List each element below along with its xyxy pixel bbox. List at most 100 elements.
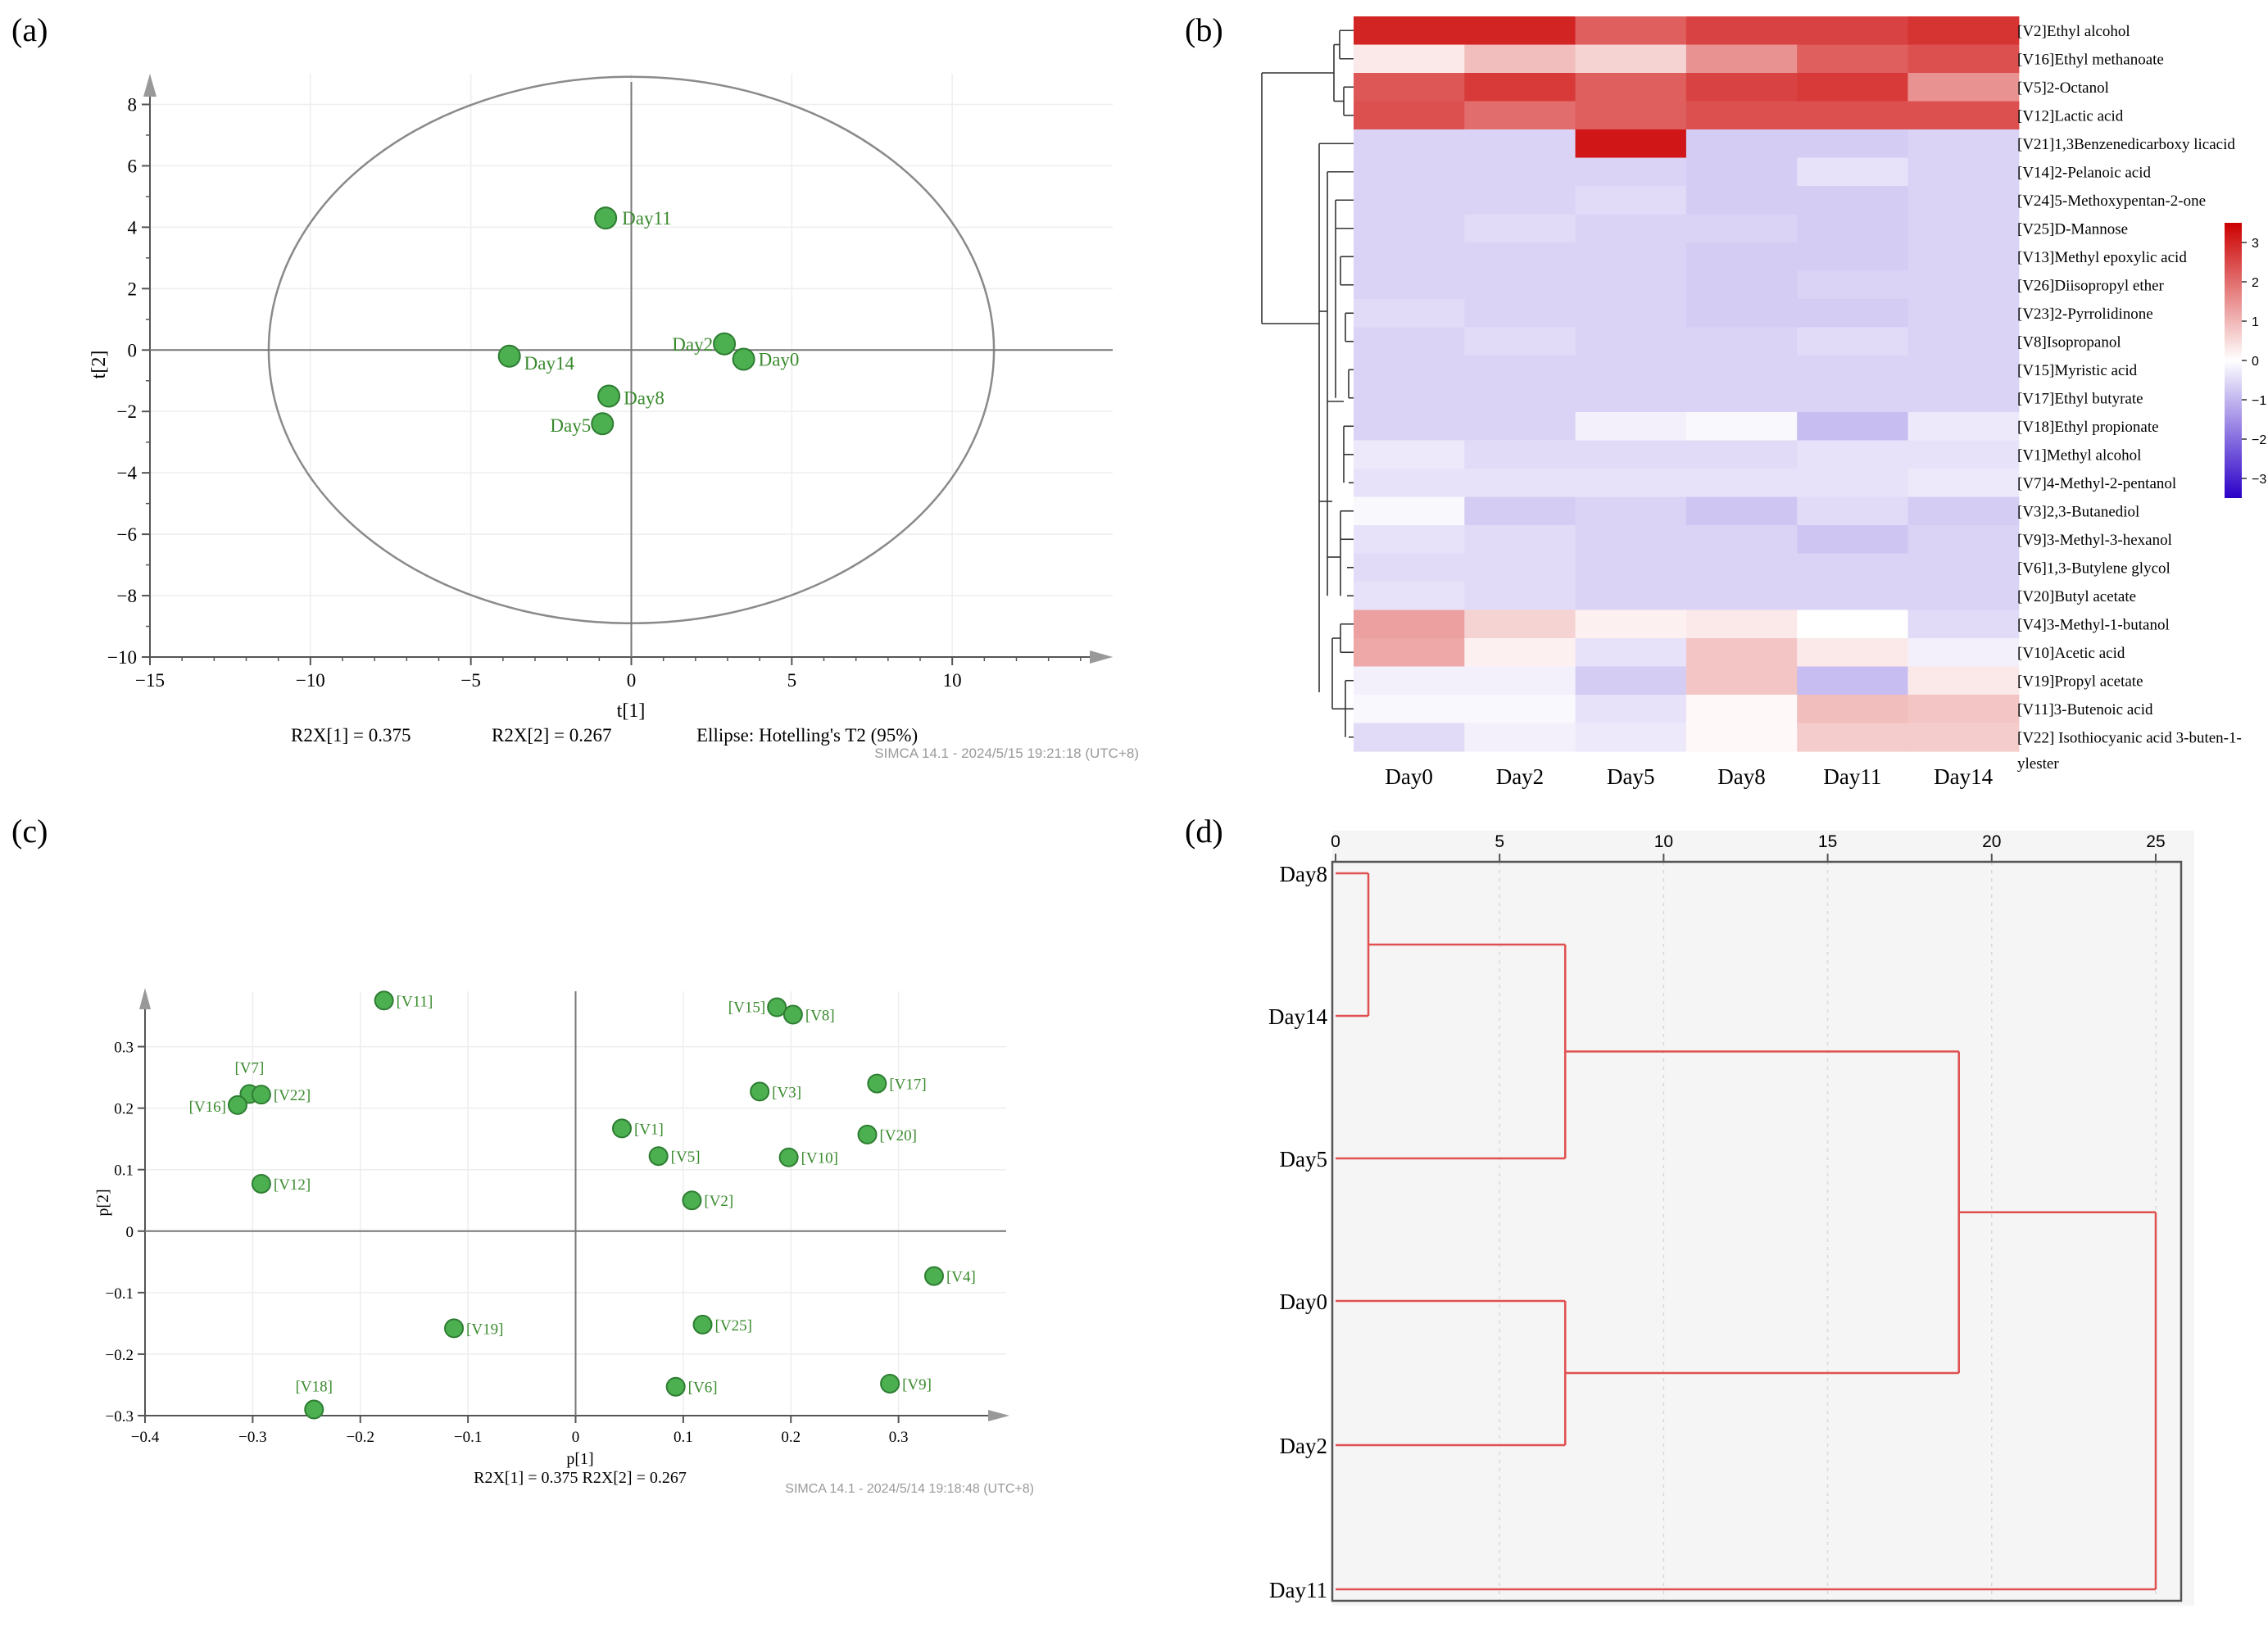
panel-d-tick-label: 25 <box>2146 832 2165 851</box>
panel-letter-c: (c) <box>11 813 48 850</box>
heatmap-cell <box>1464 16 1576 46</box>
heatmap-cell <box>1797 723 1909 752</box>
heatmap-cell <box>1797 44 1909 74</box>
heatmap-cells <box>1354 16 2020 752</box>
heatmap-cell <box>1797 666 1909 696</box>
heatmap-cell <box>1464 638 1576 668</box>
heatmap-cell <box>1797 610 1909 639</box>
heatmap-cell <box>1464 723 1576 752</box>
panel-d-tick-label: 15 <box>1818 832 1837 851</box>
color-scale-tick-label: −1 <box>2252 394 2266 408</box>
heatmap-cell <box>1797 242 1909 272</box>
heatmap-cell <box>1575 299 1687 329</box>
heatmap-cell <box>1354 214 1465 243</box>
heatmap-cell <box>1575 16 1687 46</box>
panel-a-points: Day11 Day2 Day0 Day14 Day8 Day5 <box>497 206 799 436</box>
heatmap-column-label: Day11 <box>1823 764 1881 789</box>
heatmap-column-labels: Day0 Day2 Day5 Day8 Day11 Day14 <box>1385 764 1993 789</box>
loading-point-label: [V7] <box>234 1059 264 1076</box>
panel-a-ytick-label: 2 <box>128 279 138 299</box>
heatmap-row-label: [V13]Methyl epoxylic acid <box>2017 249 2187 266</box>
loading-point-v20 <box>857 1124 878 1144</box>
loading-point-v5 <box>648 1146 669 1167</box>
heatmap-row-label: [V18]Ethyl propionate <box>2017 419 2159 436</box>
color-scale-tick-label: 1 <box>2252 315 2259 329</box>
heatmap-row-labels: [V2]Ethyl alcohol [V16]Ethyl methanoate [V… <box>2017 23 2242 747</box>
panel-letter-b: (b) <box>1185 11 1223 48</box>
heatmap-cell <box>1907 186 2020 215</box>
heatmap-cell <box>1907 242 2020 272</box>
loading-point-v4 <box>923 1266 944 1286</box>
panel-a-xtick-label: 10 <box>943 670 962 691</box>
leaf-label-day2: Day2 <box>1280 1434 1327 1458</box>
heatmap-cell <box>1464 157 1576 187</box>
loading-point-v2 <box>682 1190 702 1211</box>
panel-c-y-arrow <box>139 988 151 1009</box>
loading-point-label: [V3] <box>772 1084 801 1101</box>
heatmap-cell <box>1464 186 1576 215</box>
heatmap-row-label: [V6]1,3-Butylene glycol <box>2017 560 2170 578</box>
heatmap-cell <box>1907 157 2020 187</box>
heatmap-cell <box>1464 327 1576 356</box>
color-scale-tick-label: 3 <box>2252 237 2259 251</box>
heatmap-row-label: [V20]Butyl acetate <box>2017 588 2136 605</box>
heatmap-column-label: Day5 <box>1607 764 1654 789</box>
loading-point-v19 <box>444 1318 465 1339</box>
score-point-day5 <box>591 412 615 436</box>
heatmap-column-label: Day0 <box>1385 764 1432 789</box>
heatmap-row-label: [V4]3-Methyl-1-butanol <box>2017 617 2170 634</box>
heatmap-cell <box>1354 496 1465 526</box>
loading-point-label: [V6] <box>688 1380 718 1397</box>
heatmap-cell <box>1575 129 1687 159</box>
heatmap-cell <box>1354 695 1465 724</box>
heatmap-row-label: [V16]Ethyl methanoate <box>2017 52 2164 69</box>
heatmap-cell <box>1907 723 2020 752</box>
heatmap-cell <box>1685 695 1798 724</box>
heatmap-cell <box>1797 638 1909 668</box>
heatmap-cell <box>1575 101 1687 130</box>
heatmap-cell <box>1354 186 1465 215</box>
score-point-label: Day2 <box>672 334 713 355</box>
score-point-label: Day5 <box>550 415 591 436</box>
leaf-label-day8: Day8 <box>1280 862 1327 886</box>
heatmap-cell <box>1907 356 2020 385</box>
loading-point-label: [V10] <box>801 1150 838 1167</box>
heatmap-cell <box>1685 73 1798 102</box>
panel-c-simca-stamp: SIMCA 14.1 - 2024/5/14 19:18:48 (UTC+8) <box>785 1482 1034 1496</box>
heatmap-cell <box>1797 157 1909 187</box>
heatmap-cell <box>1575 440 1687 469</box>
panel-d-tick-label: 20 <box>1982 832 2001 851</box>
loading-point-v18 <box>304 1399 324 1420</box>
heatmap-row-label: [V26]Diisopropyl ether <box>2017 278 2165 295</box>
heatmap-row-label-continuation: ylester <box>2017 755 2059 773</box>
heatmap-cell <box>1797 186 1909 215</box>
heatmap-cell <box>1907 412 2020 442</box>
panel-a-ytick-label: −2 <box>117 401 137 422</box>
heatmap-cell <box>1354 666 1465 696</box>
loading-point-label: [V8] <box>805 1008 835 1025</box>
panel-a-x-arrow <box>1090 650 1113 664</box>
panel-d-frame <box>1331 860 2183 1602</box>
panel-d-tick-label: 0 <box>1331 832 1340 851</box>
heatmap-cell <box>1907 299 2020 329</box>
heatmap-cell <box>1797 356 1909 385</box>
heatmap-cell <box>1685 383 1798 413</box>
panel-c-ytick-label: −0.2 <box>106 1347 134 1364</box>
panel-a-xtick-label: −5 <box>460 670 480 691</box>
heatmap-row-label: [V8]Isopropanol <box>2017 334 2121 351</box>
heatmap-cell <box>1464 553 1576 582</box>
panel-d-tick-label: 5 <box>1495 832 1504 851</box>
panel-a-y-arrow <box>143 74 156 97</box>
heatmap-cell <box>1464 496 1576 526</box>
heatmap-row-label: [V17]Ethyl butyrate <box>2017 391 2143 408</box>
heatmap-cell <box>1575 157 1687 187</box>
panel-a-ylabel: t[2] <box>88 351 110 379</box>
panel-d-tick-label: 10 <box>1654 832 1673 851</box>
heatmap-cell <box>1797 440 1909 469</box>
heatmap-cell <box>1907 469 2020 498</box>
score-point-day14 <box>497 344 521 368</box>
heatmap-row-label: [V5]2-Octanol <box>2017 79 2109 97</box>
heatmap-cell <box>1797 299 1909 329</box>
